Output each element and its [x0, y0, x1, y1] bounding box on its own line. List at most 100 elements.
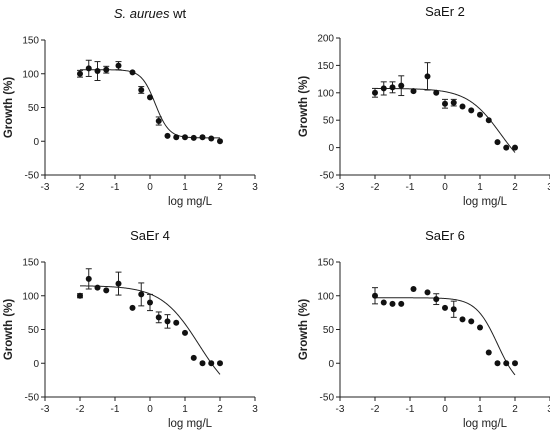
data-point: [182, 329, 188, 336]
y-tick-label: 50: [28, 103, 40, 114]
x-axis-label: log mg/L: [463, 196, 508, 208]
x-tick-label: -2: [371, 404, 380, 415]
chart-title-rest: wt: [172, 6, 186, 21]
y-tick-label: 100: [22, 291, 39, 302]
data-point: [512, 144, 518, 151]
data-point: [389, 84, 396, 91]
data-point: [459, 316, 466, 323]
x-tick-label: 0: [147, 182, 153, 193]
data-point: [477, 111, 483, 118]
y-axis-label: Growth (%): [3, 77, 15, 138]
chart-title: SaEr 2: [425, 4, 465, 19]
y-tick-label: 0: [33, 137, 39, 148]
y-tick-label: 0: [33, 359, 39, 370]
data-point: [190, 354, 197, 361]
data-point: [410, 286, 417, 292]
x-tick-label: 2: [512, 182, 518, 193]
data-point: [380, 299, 387, 306]
data-point: [494, 139, 501, 146]
data-point: [155, 314, 162, 321]
x-axis-label: log mg/L: [168, 418, 213, 430]
data-point: [442, 100, 448, 107]
data-point: [129, 69, 136, 76]
data-point: [199, 360, 206, 367]
data-point: [450, 99, 457, 106]
data-point: [503, 144, 510, 151]
x-tick-label: 3: [252, 404, 258, 415]
x-tick-label: 2: [512, 404, 518, 415]
y-tick-label: 150: [22, 258, 39, 269]
y-tick-label: 150: [317, 258, 334, 269]
data-point: [164, 132, 171, 139]
data-point: [468, 318, 475, 325]
data-point: [468, 107, 475, 114]
data-point: [129, 304, 136, 311]
y-tick-label: 100: [317, 88, 334, 99]
fit-curve: [80, 69, 220, 139]
data-point: [85, 275, 92, 282]
x-tick-label: 0: [442, 182, 448, 193]
y-tick-label: -50: [25, 171, 40, 182]
x-tick-label: 3: [252, 182, 258, 193]
y-tick-label: -50: [320, 171, 335, 182]
data-point: [380, 85, 387, 92]
y-tick-label: 100: [22, 69, 39, 80]
data-point: [103, 66, 110, 73]
x-tick-label: -1: [406, 182, 415, 193]
y-tick-label: 50: [323, 325, 335, 336]
data-point: [115, 62, 122, 69]
data-point: [217, 360, 223, 367]
data-point: [494, 360, 501, 367]
data-point: [372, 89, 378, 96]
x-axis-label: log mg/L: [168, 196, 213, 208]
data-point: [94, 68, 101, 75]
data-point: [485, 349, 492, 356]
x-tick-label: -1: [111, 404, 120, 415]
x-axis-label: log mg/L: [463, 418, 508, 430]
data-point: [433, 89, 440, 96]
data-point: [138, 86, 145, 93]
y-tick-label: 0: [328, 359, 334, 370]
chart-panel-2: -50 0 50 100 150 200 -3 -2 -1 0 1 2 3 log mg/L Growth …: [298, 4, 550, 208]
data-point: [389, 300, 396, 307]
y-tick-label: 150: [317, 61, 334, 72]
data-point: [398, 82, 405, 89]
y-tick-label: 50: [323, 116, 335, 127]
data-point: [138, 291, 145, 298]
data-point: [450, 306, 457, 313]
data-point: [77, 70, 83, 77]
data-point: [164, 318, 171, 325]
data-point: [485, 117, 492, 124]
data-point: [77, 292, 83, 299]
x-tick-label: 1: [182, 404, 188, 415]
y-tick-label: -50: [25, 393, 40, 404]
y-axis-label: Growth (%): [298, 76, 310, 137]
data-point: [410, 88, 417, 95]
x-tick-label: 0: [147, 404, 153, 415]
y-tick-label: 200: [317, 34, 334, 45]
y-tick-label: 150: [22, 36, 39, 47]
y-tick-label: -50: [320, 393, 335, 404]
data-point: [199, 134, 206, 141]
data-point: [477, 324, 483, 331]
data-point: [190, 134, 197, 141]
data-point: [147, 94, 153, 101]
data-point: [217, 138, 223, 145]
data-point: [372, 292, 378, 299]
x-tick-label: -2: [76, 182, 85, 193]
data-point: [503, 360, 510, 367]
data-point: [442, 304, 448, 311]
x-tick-label: -2: [371, 182, 380, 193]
data-point: [103, 287, 110, 294]
x-tick-label: -2: [76, 404, 85, 415]
fit-curve: [375, 297, 516, 376]
x-tick-label: -3: [41, 404, 50, 415]
x-tick-label: -3: [336, 182, 345, 193]
x-tick-label: -3: [41, 182, 50, 193]
y-tick-label: 50: [28, 325, 40, 336]
x-tick-label: -3: [336, 404, 345, 415]
chart-panel-4: -50 0 50 100 150 -3 -2 -1 0 1 2 3 log mg/L Growth (%)…: [298, 228, 550, 430]
y-tick-label: 0: [328, 143, 334, 154]
data-point: [94, 284, 101, 291]
